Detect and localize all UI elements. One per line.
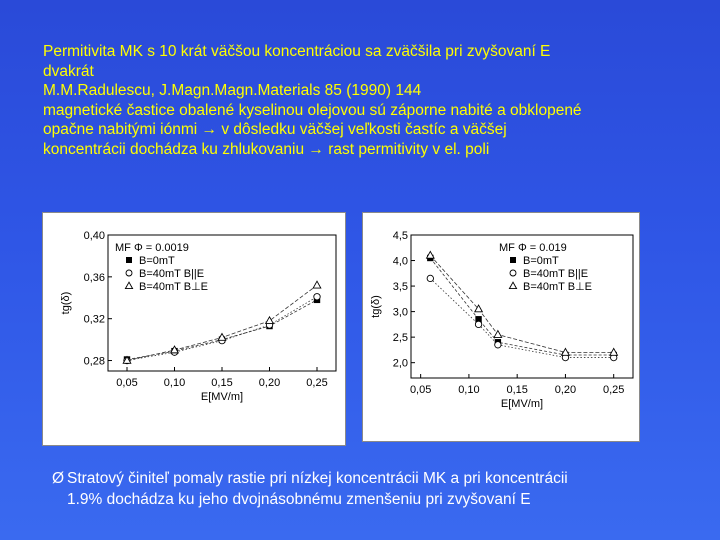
header-line: opačne nabitými iónmi → v dôsledku väčše… — [43, 121, 507, 139]
y-tick-label: 2,5 — [393, 332, 408, 344]
x-axis-label: E[MV/m] — [501, 398, 543, 410]
y-tick-label: 3,0 — [393, 307, 408, 319]
header-line: Permitivita MK s 10 krát väčšou koncentr… — [43, 43, 551, 60]
header-line: koncentrácii dochádza ku zhlukovaniu → r… — [43, 140, 490, 158]
data-point — [493, 329, 503, 338]
data-point — [425, 250, 435, 259]
x-tick-label: 0,20 — [259, 377, 280, 389]
y-axis-label: tg(δ) — [370, 295, 382, 318]
y-tick-label: 4,0 — [393, 256, 408, 268]
x-tick-label: 0,05 — [116, 377, 137, 389]
legend-marker — [125, 269, 133, 277]
chart-left: 0,05 0,10 0,15 0,20 0,25 0,28 0,32 0,36 0,40 E[MV… — [60, 230, 337, 403]
y-tick-label: 0,32 — [84, 314, 105, 326]
y-tick-label: 3,5 — [393, 281, 408, 293]
footer-note: Ø Stratový činiteľ pomaly rastie pri níz… — [44, 468, 684, 510]
data-point — [475, 316, 482, 323]
footer-line: Stratový činiteľ pomaly rastie pri nízke… — [67, 470, 568, 487]
series-line — [126, 284, 318, 361]
header-line: dvakrát — [43, 62, 94, 80]
legend-marker — [126, 257, 132, 263]
legend-marker — [508, 281, 518, 290]
x-tick-label: 0,10 — [458, 384, 479, 396]
chart-left-panel: 0,05 0,10 0,15 0,20 0,25 0,28 0,32 0,36 0,40 E[MV… — [42, 212, 346, 446]
data-point — [169, 345, 180, 354]
legend-label: B=40mT B⊥E — [523, 281, 592, 293]
chart-right: 0,05 0,10 0,15 0,20 0,25 2,0 2,5 3,0 3,5 4,0 4,5 E[… — [370, 230, 634, 410]
legend-title: MF Φ = 0.0019 — [115, 242, 189, 254]
plot-frame — [410, 234, 634, 379]
data-point — [426, 274, 434, 283]
data-point — [473, 304, 484, 313]
data-point — [474, 320, 483, 329]
y-tick-label: 4,5 — [393, 230, 408, 242]
x-tick-label: 0,15 — [211, 377, 232, 389]
footer-line: 1.9% dochádza ku jeho dvojnásobnému zmen… — [67, 491, 531, 508]
legend-marker — [509, 269, 517, 277]
y-axis-label: tg(δ) — [60, 292, 72, 315]
legend-label: B=40mT B||E — [139, 268, 204, 280]
data-point — [122, 355, 132, 364]
header-text: Permitivita MK s 10 krát väčšou koncentr… — [43, 42, 683, 160]
y-tick-label: 0,36 — [84, 272, 105, 284]
x-tick-label: 0,25 — [603, 384, 624, 396]
data-point — [494, 341, 502, 349]
x-tick-label: 0,20 — [555, 384, 576, 396]
x-tick-label: 0,10 — [164, 377, 185, 389]
y-tick-label: 0,28 — [84, 356, 105, 368]
data-point — [217, 332, 227, 341]
series-line — [126, 299, 318, 360]
data-point — [560, 347, 571, 356]
data-point — [264, 315, 275, 325]
bullet-arrow-icon: Ø — [52, 470, 65, 487]
legend-label: B=0mT — [139, 255, 175, 267]
x-axis-label: E[MV/m] — [201, 391, 243, 403]
legend-label: B=40mT B||E — [523, 268, 588, 280]
legend-label: B=0mT — [523, 255, 559, 267]
header-line: magnetické častice obalené kyselinou ole… — [43, 101, 582, 119]
series-line — [429, 257, 614, 356]
x-tick-label: 0,25 — [306, 377, 327, 389]
legend-marker — [124, 281, 134, 290]
x-tick-label: 0,15 — [506, 384, 527, 396]
series-line — [126, 296, 318, 361]
x-tick-label: 0,05 — [410, 384, 431, 396]
legend-title: MF Φ = 0.019 — [499, 242, 567, 254]
data-point — [609, 347, 619, 356]
y-tick-label: 2,0 — [393, 358, 408, 370]
y-tick-label: 0,40 — [84, 230, 105, 242]
header-line: M.M.Radulescu, J.Magn.Magn.Materials 85 … — [43, 82, 422, 100]
legend-label: B=40mT B⊥E — [139, 281, 208, 293]
legend-marker — [510, 257, 516, 263]
data-point — [312, 280, 322, 289]
data-point — [313, 293, 321, 301]
chart-right-panel: 0,05 0,10 0,15 0,20 0,25 2,0 2,5 3,0 3,5 4,0 4,5 E[… — [362, 212, 640, 442]
